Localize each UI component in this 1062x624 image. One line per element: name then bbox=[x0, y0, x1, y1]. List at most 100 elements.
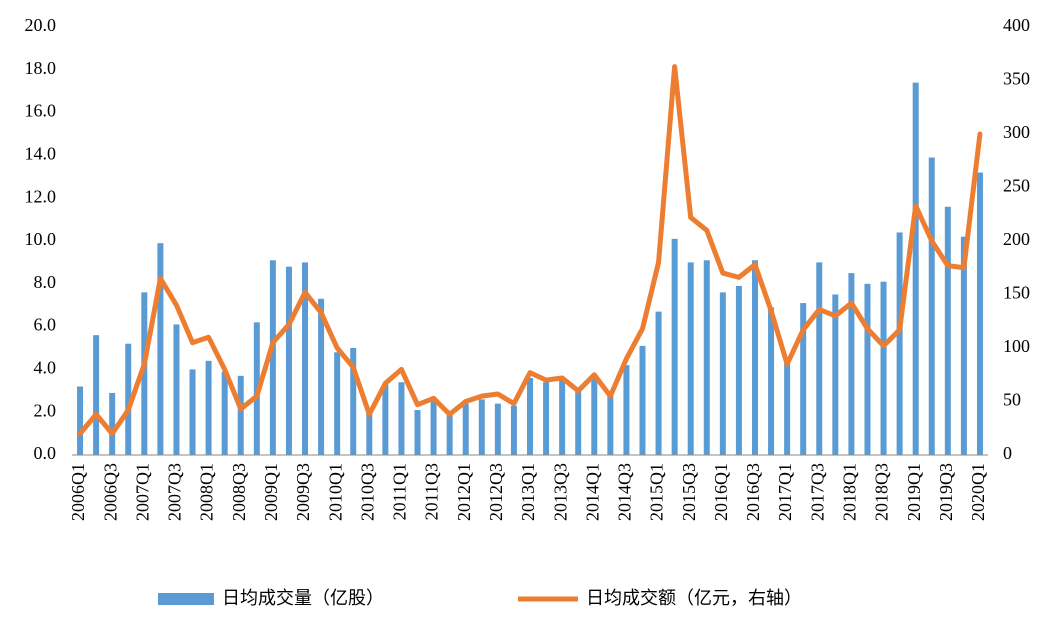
bar bbox=[382, 384, 389, 455]
bar bbox=[591, 377, 598, 455]
x-tick-label: 2010Q1 bbox=[325, 463, 345, 521]
y2-tick-label: 400 bbox=[1003, 15, 1030, 35]
bar bbox=[141, 292, 148, 455]
bar bbox=[462, 403, 469, 455]
bar bbox=[768, 307, 775, 455]
x-tick-label: 2012Q3 bbox=[486, 463, 506, 521]
x-tick-label: 2018Q1 bbox=[840, 463, 860, 521]
bar bbox=[366, 412, 373, 455]
bar bbox=[478, 399, 485, 455]
bar bbox=[157, 243, 164, 455]
x-tick-label: 2014Q1 bbox=[582, 463, 602, 521]
bar bbox=[318, 298, 325, 455]
bar bbox=[350, 348, 357, 455]
bar bbox=[751, 260, 758, 455]
y2-tick-label: 250 bbox=[1003, 176, 1030, 196]
bar bbox=[816, 262, 823, 455]
bar bbox=[398, 382, 405, 455]
legend-label: 日均成交量（亿股） bbox=[222, 588, 384, 608]
bar bbox=[719, 292, 726, 455]
bar bbox=[655, 311, 662, 455]
y-tick-label: 2.0 bbox=[34, 400, 57, 420]
bar bbox=[832, 294, 839, 455]
bar bbox=[800, 303, 807, 455]
bar bbox=[896, 232, 903, 455]
x-tick-label: 2009Q3 bbox=[293, 463, 313, 521]
bar bbox=[543, 382, 550, 455]
x-tick-label: 2013Q1 bbox=[518, 463, 538, 521]
y-tick-label: 14.0 bbox=[25, 144, 57, 164]
x-tick-label: 2008Q3 bbox=[229, 463, 249, 521]
bar bbox=[559, 380, 566, 455]
x-tick-label: 2008Q1 bbox=[197, 463, 217, 521]
bar bbox=[960, 236, 967, 455]
x-tick-label: 2006Q3 bbox=[100, 463, 120, 521]
bar bbox=[221, 371, 228, 455]
bar bbox=[976, 172, 983, 455]
bar bbox=[269, 260, 276, 455]
y2-tick-label: 100 bbox=[1003, 336, 1030, 356]
x-tick-label: 2014Q3 bbox=[615, 463, 635, 521]
bar bbox=[77, 386, 84, 455]
bar bbox=[237, 375, 244, 455]
x-tick-label: 2015Q3 bbox=[679, 463, 699, 521]
bar bbox=[527, 377, 533, 455]
x-tick-label: 2012Q1 bbox=[454, 463, 474, 521]
bar bbox=[639, 345, 646, 455]
bar bbox=[334, 352, 341, 455]
bar bbox=[109, 392, 116, 455]
bar bbox=[189, 369, 196, 455]
x-tick-label: 2011Q1 bbox=[390, 463, 410, 520]
bar bbox=[784, 358, 791, 455]
bar bbox=[607, 395, 614, 455]
x-tick-label: 2011Q3 bbox=[422, 463, 442, 520]
y-tick-label: 12.0 bbox=[25, 186, 57, 206]
x-tick-label: 2017Q3 bbox=[807, 463, 827, 521]
x-tick-label: 2016Q3 bbox=[743, 463, 763, 521]
bar bbox=[93, 335, 100, 455]
y2-tick-label: 350 bbox=[1003, 69, 1030, 89]
x-tick-label: 2013Q3 bbox=[550, 463, 570, 521]
bar bbox=[864, 283, 871, 455]
x-tick-label: 2007Q3 bbox=[165, 463, 185, 521]
bar bbox=[510, 405, 517, 455]
x-tick-label: 2017Q1 bbox=[775, 463, 795, 521]
y-tick-label: 4.0 bbox=[34, 358, 57, 378]
bar bbox=[414, 410, 421, 455]
x-tick-label: 2018Q3 bbox=[872, 463, 892, 521]
bar bbox=[944, 206, 951, 455]
y-tick-label: 8.0 bbox=[34, 272, 57, 292]
x-tick-label: 2007Q1 bbox=[132, 463, 152, 521]
x-tick-label: 2019Q1 bbox=[904, 463, 924, 521]
bar bbox=[302, 262, 309, 455]
y2-tick-label: 0 bbox=[1003, 443, 1012, 463]
bar bbox=[623, 365, 630, 455]
y-tick-label: 16.0 bbox=[25, 101, 57, 121]
bar bbox=[575, 390, 582, 455]
bar bbox=[880, 281, 887, 455]
x-tick-label: 2016Q1 bbox=[711, 463, 731, 521]
bar bbox=[928, 157, 935, 456]
bar bbox=[912, 82, 919, 455]
bar bbox=[430, 399, 437, 455]
legend-label: 日均成交额（亿元，右轴） bbox=[586, 588, 802, 608]
bar bbox=[703, 260, 710, 455]
bar bbox=[671, 238, 678, 455]
y2-tick-label: 50 bbox=[1003, 390, 1021, 410]
bar bbox=[125, 343, 132, 455]
bar bbox=[735, 285, 742, 455]
x-tick-label: 2020Q1 bbox=[968, 463, 988, 521]
x-tick-label: 2019Q3 bbox=[936, 463, 956, 521]
y2-tick-label: 150 bbox=[1003, 283, 1030, 303]
x-tick-label: 2006Q1 bbox=[68, 463, 88, 521]
x-tick-label: 2015Q1 bbox=[647, 463, 667, 521]
bar bbox=[687, 262, 694, 455]
bar bbox=[848, 273, 855, 455]
y-tick-label: 0.0 bbox=[34, 443, 57, 463]
y2-tick-label: 200 bbox=[1003, 229, 1030, 249]
y-tick-label: 20.0 bbox=[25, 15, 57, 35]
y-tick-label: 18.0 bbox=[25, 58, 57, 78]
x-tick-label: 2010Q3 bbox=[357, 463, 377, 521]
y-tick-label: 10.0 bbox=[25, 229, 57, 249]
